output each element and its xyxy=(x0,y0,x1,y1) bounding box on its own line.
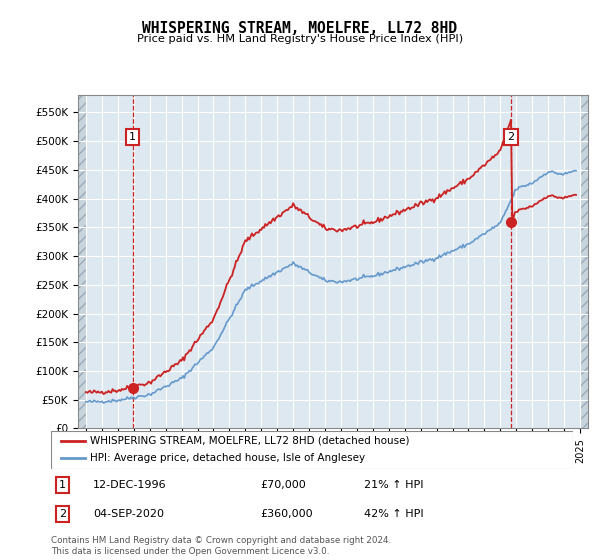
Bar xyxy=(78,95,86,428)
Text: HPI: Average price, detached house, Isle of Anglesey: HPI: Average price, detached house, Isle… xyxy=(90,454,365,464)
Text: 12-DEC-1996: 12-DEC-1996 xyxy=(93,480,166,490)
Text: 1: 1 xyxy=(59,480,66,490)
Text: £70,000: £70,000 xyxy=(260,480,305,490)
Text: 2: 2 xyxy=(59,508,66,519)
FancyBboxPatch shape xyxy=(51,431,573,469)
Text: 04-SEP-2020: 04-SEP-2020 xyxy=(93,508,164,519)
Text: 21% ↑ HPI: 21% ↑ HPI xyxy=(364,480,424,490)
Bar xyxy=(580,95,588,428)
Text: £360,000: £360,000 xyxy=(260,508,313,519)
Text: WHISPERING STREAM, MOELFRE, LL72 8HD: WHISPERING STREAM, MOELFRE, LL72 8HD xyxy=(143,21,458,36)
Text: 1: 1 xyxy=(129,132,136,142)
Text: 2: 2 xyxy=(508,132,515,142)
Text: Price paid vs. HM Land Registry's House Price Index (HPI): Price paid vs. HM Land Registry's House … xyxy=(137,34,463,44)
Text: Contains HM Land Registry data © Crown copyright and database right 2024.
This d: Contains HM Land Registry data © Crown c… xyxy=(51,536,391,556)
Text: 42% ↑ HPI: 42% ↑ HPI xyxy=(364,508,424,519)
Text: WHISPERING STREAM, MOELFRE, LL72 8HD (detached house): WHISPERING STREAM, MOELFRE, LL72 8HD (de… xyxy=(90,436,410,446)
